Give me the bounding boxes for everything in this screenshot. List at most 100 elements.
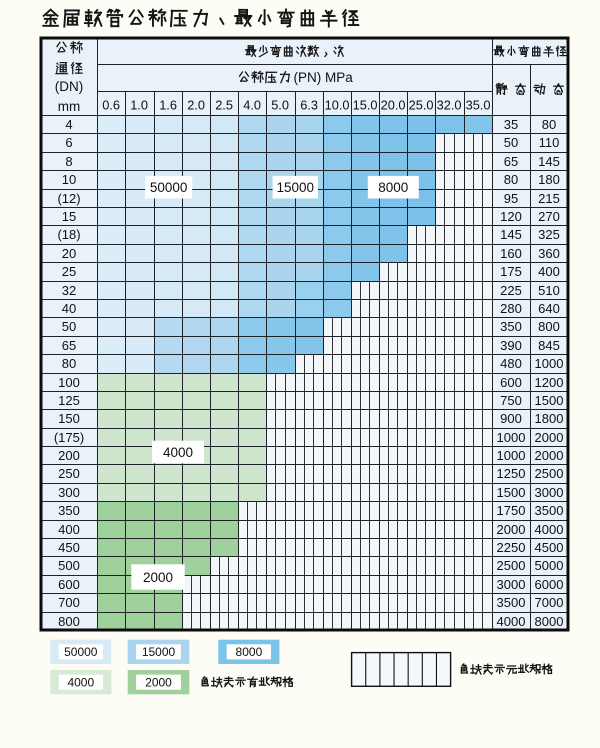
svg-text:mm: mm [58,99,81,114]
svg-text:600: 600 [500,375,522,390]
svg-text:2500: 2500 [497,558,526,573]
svg-text:2500: 2500 [535,466,564,481]
svg-text:40: 40 [62,301,76,316]
svg-text:480: 480 [500,356,522,371]
svg-text:350: 350 [58,503,80,518]
svg-text:2000: 2000 [143,570,173,585]
svg-text:1750: 1750 [497,503,526,518]
svg-text:750: 750 [500,393,522,408]
svg-text:1200: 1200 [535,375,564,390]
svg-text:(175): (175) [54,430,84,445]
svg-text:1.0: 1.0 [130,98,148,113]
svg-text:180: 180 [538,172,560,187]
svg-text:15000: 15000 [277,180,315,195]
svg-text:10.0: 10.0 [325,98,350,113]
svg-text:270: 270 [538,209,560,224]
svg-text:32.0: 32.0 [437,98,462,113]
svg-text:(DN): (DN) [55,79,84,94]
svg-text:1.6: 1.6 [159,98,177,113]
svg-text:4.0: 4.0 [243,98,261,113]
svg-text:8000: 8000 [535,614,564,629]
svg-text:(12): (12) [57,191,80,206]
svg-text:7000: 7000 [535,595,564,610]
svg-text:6.3: 6.3 [300,98,318,113]
svg-text:95: 95 [504,191,518,206]
svg-text:450: 450 [58,540,80,555]
svg-text:35: 35 [504,117,518,132]
svg-text:200: 200 [58,448,80,463]
svg-text:2.5: 2.5 [215,98,233,113]
svg-text:50000: 50000 [150,180,188,195]
svg-text:50: 50 [62,319,76,334]
svg-text:80: 80 [504,172,518,187]
svg-text:15000: 15000 [142,645,176,659]
svg-text:32: 32 [62,283,76,298]
svg-text:215: 215 [538,191,560,206]
svg-text:50: 50 [504,135,518,150]
svg-text:2.0: 2.0 [187,98,205,113]
svg-text:5.0: 5.0 [271,98,289,113]
svg-text:80: 80 [542,117,556,132]
svg-text:1000: 1000 [497,430,526,445]
svg-text:80: 80 [62,356,76,371]
svg-text:325: 325 [538,227,560,242]
svg-text:5000: 5000 [535,558,564,573]
svg-text:1000: 1000 [535,356,564,371]
svg-text:250: 250 [58,466,80,481]
svg-text:900: 900 [500,411,522,426]
svg-text:700: 700 [58,595,80,610]
svg-text:3000: 3000 [535,485,564,500]
svg-text:280: 280 [500,301,522,316]
svg-text:1000: 1000 [497,448,526,463]
svg-text:8000: 8000 [378,180,408,195]
svg-text:510: 510 [538,283,560,298]
svg-text:4000: 4000 [497,614,526,629]
svg-text:4500: 4500 [535,540,564,555]
svg-text:2000: 2000 [535,430,564,445]
svg-text:65: 65 [504,154,518,169]
svg-text:1250: 1250 [497,466,526,481]
svg-text:600: 600 [58,577,80,592]
svg-text:3000: 3000 [497,577,526,592]
svg-text:15.0: 15.0 [353,98,378,113]
svg-text:1500: 1500 [535,393,564,408]
svg-text:145: 145 [500,227,522,242]
svg-text:6: 6 [65,135,72,150]
svg-text:110: 110 [539,135,560,150]
svg-text:800: 800 [538,319,560,334]
svg-text:2000: 2000 [535,448,564,463]
svg-text:300: 300 [58,485,80,500]
svg-text:400: 400 [538,264,560,279]
svg-text:1500: 1500 [497,485,526,500]
svg-text:8000: 8000 [236,645,263,659]
svg-text:400: 400 [58,522,80,537]
svg-text:640: 640 [538,301,560,316]
svg-text:100: 100 [58,375,80,390]
svg-text:3500: 3500 [535,503,564,518]
svg-text:4000: 4000 [67,675,94,689]
svg-text:360: 360 [538,246,560,261]
svg-text:35.0: 35.0 [466,98,491,113]
svg-text:0.6: 0.6 [102,98,120,113]
svg-text:225: 225 [500,283,522,298]
svg-text:15: 15 [62,209,76,224]
svg-text:65: 65 [62,338,76,353]
svg-text:2250: 2250 [497,540,526,555]
svg-text:4: 4 [65,117,72,132]
svg-text:1800: 1800 [535,411,564,426]
svg-text:25: 25 [62,264,76,279]
svg-text:(PN) MPa: (PN) MPa [294,70,354,85]
svg-text:4000: 4000 [163,445,193,460]
svg-text:500: 500 [58,558,80,573]
svg-text:(18): (18) [57,227,80,242]
svg-text:4000: 4000 [535,522,564,537]
svg-text:50000: 50000 [64,645,98,659]
svg-text:145: 145 [538,154,560,169]
svg-text:2000: 2000 [145,675,172,689]
svg-text:20: 20 [62,246,76,261]
svg-text:120: 120 [500,209,522,224]
svg-text:3500: 3500 [497,595,526,610]
svg-text:25.0: 25.0 [409,98,434,113]
svg-text:10: 10 [62,172,76,187]
svg-text:160: 160 [500,246,522,261]
